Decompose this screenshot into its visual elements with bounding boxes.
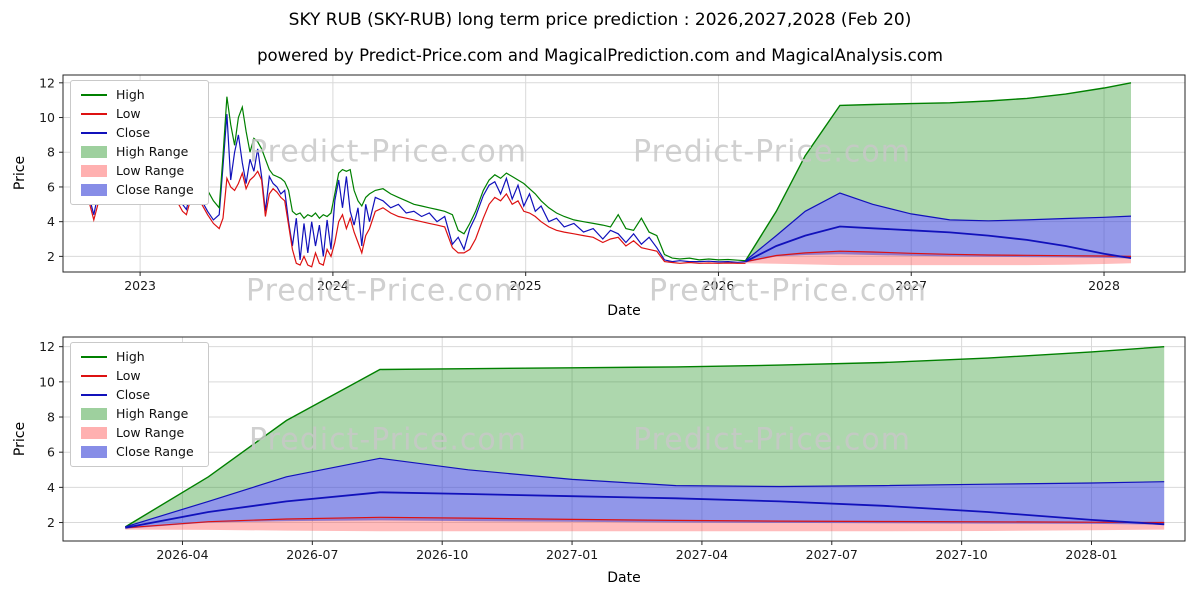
legend-patch-swatch	[81, 184, 107, 196]
legend-patch-swatch	[81, 165, 107, 177]
legend-label: Low Range	[116, 425, 185, 440]
y-tick-label: 2	[47, 515, 55, 530]
legend-label: Low	[116, 368, 141, 383]
y-tick-label: 12	[39, 75, 55, 90]
legend-line-swatch	[81, 375, 107, 377]
legend-label: High Range	[116, 406, 189, 421]
y-tick-label: 4	[47, 214, 55, 229]
legend-line-swatch	[81, 356, 107, 358]
x-tick-label: 2027-10	[936, 547, 988, 562]
x-tick-label: 2023	[124, 278, 156, 293]
legend-item: Close Range	[81, 183, 194, 197]
y-tick-label: 8	[47, 410, 55, 425]
x-tick-label: 2024	[317, 278, 349, 293]
x-tick-label: 2027	[895, 278, 927, 293]
high-forecast-line	[744, 82, 1132, 262]
y-tick-label: 4	[47, 480, 55, 495]
legend-label: Low	[116, 106, 141, 121]
plot-border	[62, 74, 1186, 273]
legend-item: Low Range	[81, 164, 194, 178]
legend-patch-swatch	[81, 446, 107, 458]
legend-item: High Range	[81, 407, 194, 421]
top-chart: 2023 2024 2025 2026 2027 2028 2 4 6 8 10 12	[39, 74, 1186, 293]
legend-item: Close	[81, 388, 194, 402]
x-tick-label: 2028-01	[1065, 547, 1117, 562]
close-forecast-line	[745, 225, 1132, 263]
x-tick-label: 2027-07	[806, 547, 858, 562]
legend-line-swatch	[81, 394, 107, 396]
high-range-band	[125, 346, 1165, 527]
low-forecast-line	[125, 516, 1165, 529]
x-tick-label: 2026-07	[286, 547, 338, 562]
legend-item: High	[81, 350, 194, 364]
x-tick-label: 2028	[1088, 278, 1120, 293]
y-axis-label-top: Price	[12, 155, 28, 191]
legend-label: High	[116, 87, 145, 102]
close-forecast-line	[125, 491, 1165, 529]
legend-label: High Range	[116, 144, 189, 159]
legend-patch-swatch	[81, 408, 107, 420]
plot-border	[62, 336, 1186, 542]
low-range-band	[745, 251, 1131, 266]
y-tick-label: 2	[47, 249, 55, 264]
bottom-chart: 2026-04 2026-07 2026-10 2027-01 2027-04 2027-…	[39, 336, 1186, 562]
axis-ticks: 2023 2024 2025 2026 2027 2028 2 4 6 8 10 12	[39, 75, 1120, 293]
legend-patch-swatch	[81, 146, 107, 158]
legend-item: High Range	[81, 145, 194, 159]
legend-line-swatch	[81, 132, 107, 134]
legend-label: Close Range	[116, 444, 194, 459]
close-range-top-edge	[125, 457, 1165, 528]
y-tick-label: 12	[39, 339, 55, 354]
close-range-band	[125, 458, 1165, 529]
page-title: SKY RUB (SKY-RUB) long term price predic…	[288, 10, 912, 30]
x-tick-label: 2026-04	[156, 547, 208, 562]
x-axis-label-top: Date	[607, 303, 641, 319]
x-tick-label: 2027-01	[546, 547, 598, 562]
legend-label: Low Range	[116, 163, 185, 178]
y-tick-label: 8	[47, 145, 55, 160]
axis-ticks: 2026-04 2026-07 2026-10 2027-01 2027-04 2027-…	[39, 339, 1118, 562]
x-tick-label: 2026	[703, 278, 735, 293]
legend-label: Close	[116, 125, 151, 140]
low-range-band	[125, 517, 1165, 532]
legend-item: Low	[81, 369, 194, 383]
legend-bottom-chart: High Low Close High Range Low Range Close Ran…	[70, 342, 209, 467]
y-tick-label: 6	[47, 445, 55, 460]
y-tick-label: 6	[47, 179, 55, 194]
legend-item: Low	[81, 107, 194, 121]
legend-item: Close Range	[81, 445, 194, 459]
legend-label: Close	[116, 387, 151, 402]
y-tick-label: 10	[39, 374, 55, 389]
legend-item: Close	[81, 126, 194, 140]
legend-item: Low Range	[81, 426, 194, 440]
x-tick-label: 2025	[510, 278, 542, 293]
x-tick-label: 2026-10	[416, 547, 468, 562]
legend-patch-swatch	[81, 427, 107, 439]
legend-label: High	[116, 349, 145, 364]
close-range-top-edge	[745, 192, 1132, 262]
legend-line-swatch	[81, 113, 107, 115]
legend-top-chart: High Low Close High Range Low Range Close Ran…	[70, 80, 209, 205]
x-axis-label-bottom: Date	[607, 570, 641, 586]
close-range-band	[745, 193, 1131, 263]
legend-item: High	[81, 88, 194, 102]
y-axis-label-bottom: Price	[12, 421, 28, 457]
legend-label: Close Range	[116, 182, 194, 197]
x-tick-label: 2027-04	[676, 547, 728, 562]
low-forecast-line	[745, 250, 1132, 263]
powered-by-subtitle: powered by Predict-Price.com and Magical…	[257, 46, 943, 65]
y-tick-label: 10	[39, 110, 55, 125]
high-forecast-line	[124, 346, 1165, 528]
legend-line-swatch	[81, 94, 107, 96]
high-range-band	[745, 82, 1131, 261]
